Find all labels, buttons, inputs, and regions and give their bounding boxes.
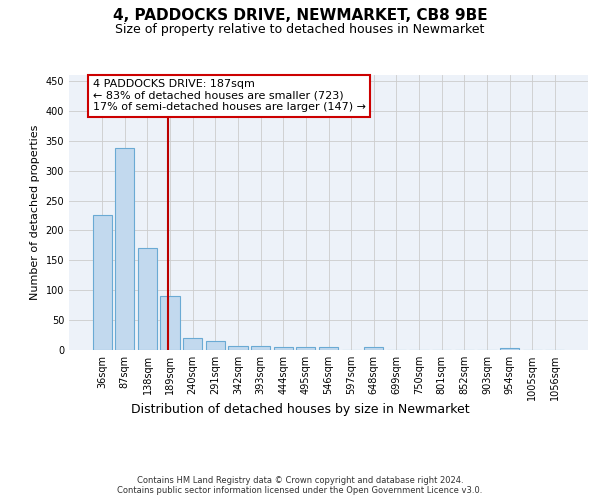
Y-axis label: Number of detached properties: Number of detached properties [30,125,40,300]
Text: Contains HM Land Registry data © Crown copyright and database right 2024.
Contai: Contains HM Land Registry data © Crown c… [118,476,482,495]
Bar [229,346,248,350]
Text: 4 PADDOCKS DRIVE: 187sqm
← 83% of detached houses are smaller (723)
17% of semi-: 4 PADDOCKS DRIVE: 187sqm ← 83% of detach… [93,79,366,112]
Bar [206,341,225,350]
Bar [138,248,157,350]
Text: Size of property relative to detached houses in Newmarket: Size of property relative to detached ho… [115,22,485,36]
Bar [92,216,112,350]
Bar [115,148,134,350]
Bar [500,348,519,350]
Text: Distribution of detached houses by size in Newmarket: Distribution of detached houses by size … [131,402,469,415]
Bar [364,347,383,350]
Bar [274,347,293,350]
Bar [160,296,180,350]
Bar [183,338,202,350]
Bar [251,346,270,350]
Text: 4, PADDOCKS DRIVE, NEWMARKET, CB8 9BE: 4, PADDOCKS DRIVE, NEWMARKET, CB8 9BE [113,8,487,22]
Bar [296,347,316,350]
Bar [319,347,338,350]
